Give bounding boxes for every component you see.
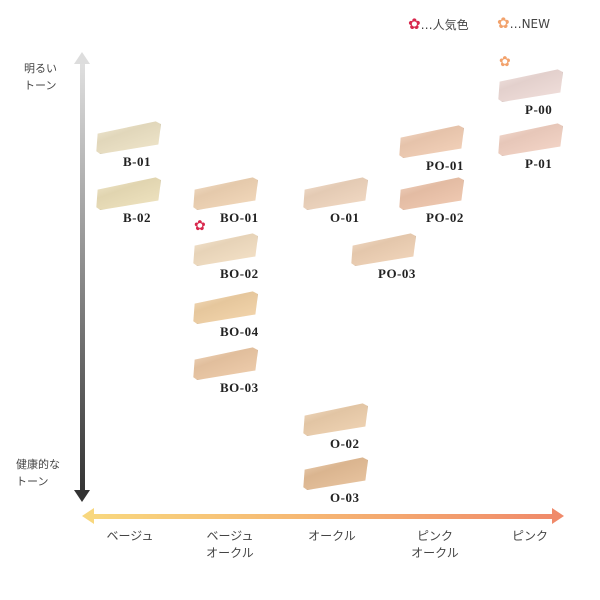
y-axis-bottom-label: 健康的な トーン <box>16 458 60 488</box>
shade-label: BO-03 <box>220 380 259 395</box>
shade-swatch-bo-02 <box>192 232 258 272</box>
shade-swatch-po-01 <box>398 124 464 164</box>
x-label-pink-ochre: ピンク オークル <box>411 529 459 560</box>
swatch-highlight <box>498 69 563 102</box>
shade-swatch-p-01 <box>497 122 563 162</box>
y-axis-arrow-up <box>74 52 90 64</box>
swatch-highlight <box>193 177 258 210</box>
shade-swatch-bo-04 <box>192 290 258 330</box>
shade-label: BO-04 <box>220 324 259 339</box>
legend-popular-label: …人気色 <box>420 18 469 32</box>
shade-label: O-01 <box>330 210 360 225</box>
shade-swatch-b-02 <box>95 176 161 216</box>
shade-swatch-po-03 <box>350 232 416 272</box>
legend-new: ✿ …NEW <box>497 16 550 31</box>
shade-swatch-o-03 <box>302 456 368 496</box>
swatch-highlight <box>193 347 258 380</box>
flower-icon: ✿ <box>499 54 511 70</box>
flower-icon: ✿ <box>497 14 510 32</box>
x-axis-arrow-left <box>82 508 94 524</box>
shade-swatch-p-00 <box>497 68 563 108</box>
legend-popular: ✿ …人気色 <box>408 16 469 33</box>
swatch-highlight <box>193 233 258 266</box>
x-label-ochre: オークル <box>308 529 356 543</box>
x-label-pink: ピンク <box>511 529 548 543</box>
swatch-highlight <box>303 457 368 490</box>
shade-label: P-01 <box>525 156 553 171</box>
shade-label: BO-01 <box>220 210 259 225</box>
flower-icon: ✿ <box>408 15 421 33</box>
shade-swatch-o-02 <box>302 402 368 442</box>
x-axis-arrow-right <box>552 508 564 524</box>
shade-swatch-b-01 <box>95 120 161 160</box>
swatch-highlight <box>96 177 161 210</box>
shade-swatch-o-01 <box>302 176 368 216</box>
swatch-highlight <box>399 125 464 158</box>
swatch-highlight <box>96 121 161 154</box>
x-axis-line <box>92 514 554 519</box>
y-axis-line <box>80 62 85 494</box>
shade-label: PO-02 <box>426 210 464 225</box>
shade-swatch-bo-01 <box>192 176 258 216</box>
shade-label: O-03 <box>330 490 360 505</box>
shade-swatch-bo-03 <box>192 346 258 386</box>
swatch-highlight <box>498 123 563 156</box>
shade-label: O-02 <box>330 436 360 451</box>
y-axis-arrow-down <box>74 490 90 502</box>
shade-label: BO-02 <box>220 266 259 281</box>
swatch-highlight <box>193 291 258 324</box>
shade-label: B-02 <box>123 210 151 225</box>
x-label-beige: ベージュ <box>106 529 154 543</box>
legend-new-label: …NEW <box>509 16 551 31</box>
shade-label: PO-01 <box>426 158 464 173</box>
shade-swatch-po-02 <box>398 176 464 216</box>
flower-icon: ✿ <box>194 218 206 234</box>
shade-label: P-00 <box>525 102 553 117</box>
swatch-highlight <box>399 177 464 210</box>
swatch-highlight <box>303 177 368 210</box>
shade-label: B-01 <box>123 154 151 169</box>
shade-label: PO-03 <box>378 266 416 281</box>
y-axis-top-label: 明るい トーン <box>24 62 57 92</box>
x-label-beige-ochre: ベージュ オークル <box>206 529 254 560</box>
swatch-highlight <box>351 233 416 266</box>
swatch-highlight <box>303 403 368 436</box>
